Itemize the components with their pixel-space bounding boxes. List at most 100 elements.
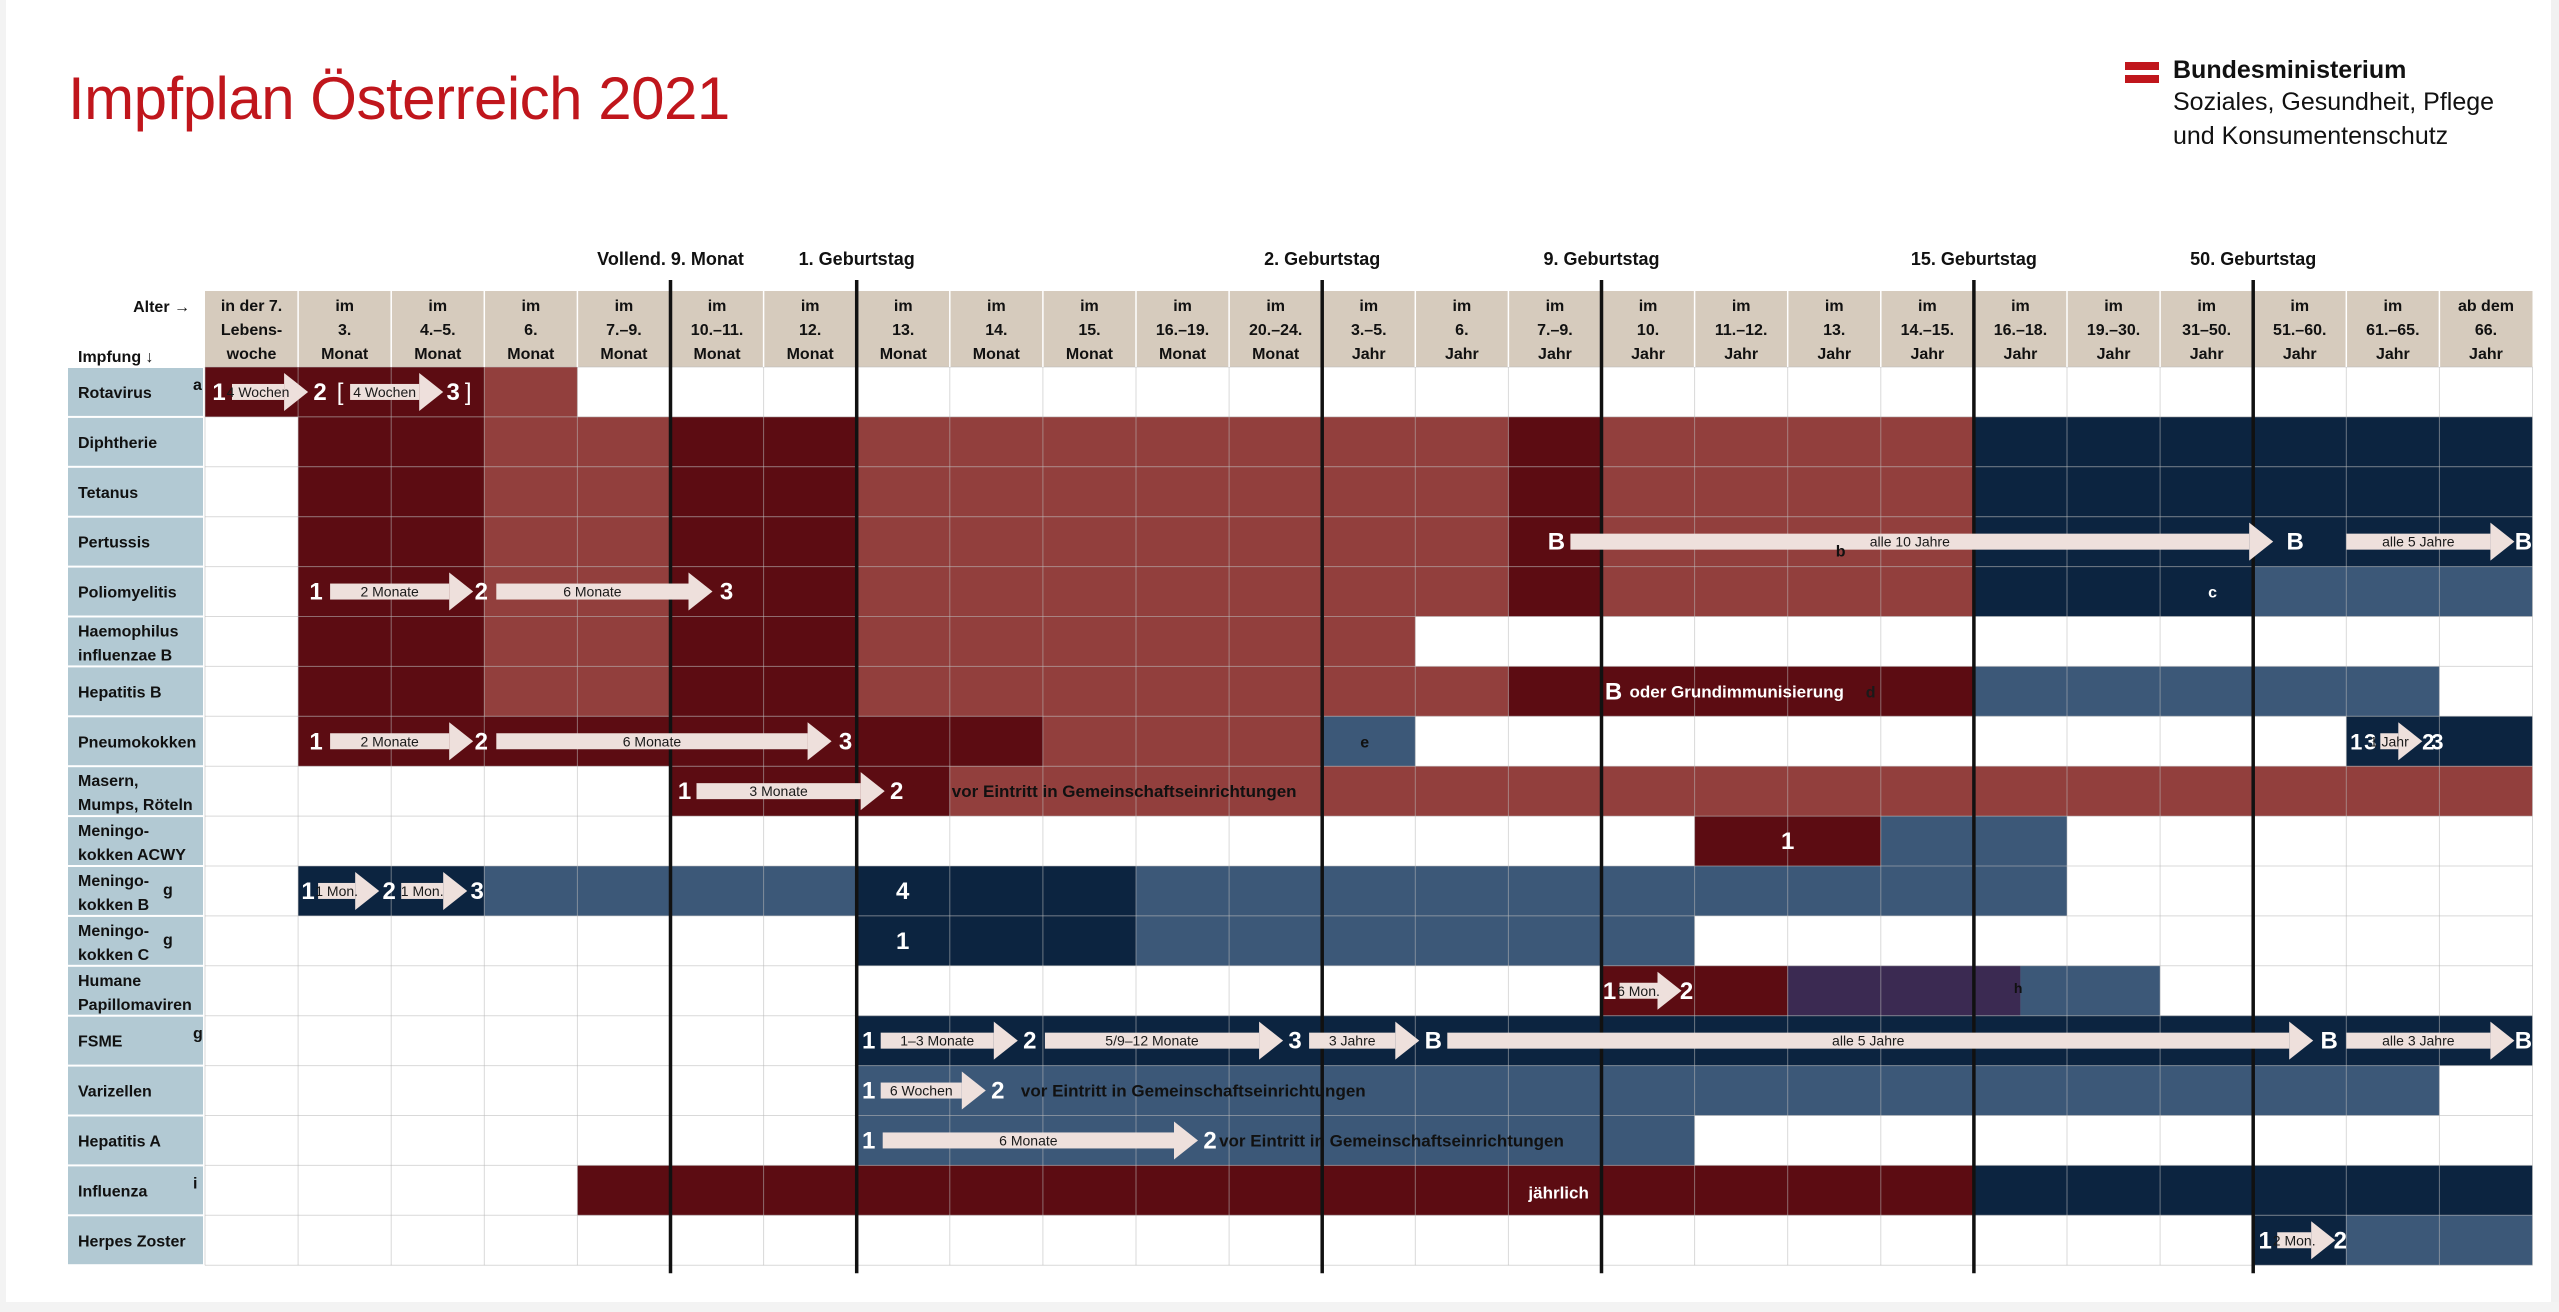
hepa-text: vor Eintritt in Gemeinschaftseinrichtung… [1219, 1131, 1564, 1150]
milestone-label: 2. Geburtstag [1264, 249, 1380, 269]
interval-arrow [232, 383, 285, 400]
dose-number: B [1605, 678, 1622, 705]
milestone-label: 50. Geburtstag [2190, 249, 2316, 269]
vaccine-name: Influenza [78, 1183, 147, 1200]
ministry-name-line3: und Konsumentenschutz [2173, 122, 2449, 150]
age-column-header: 10. [1637, 322, 1659, 339]
footnote-marker: d [1866, 684, 1876, 701]
vaccine-label-cell [68, 1166, 203, 1215]
vaccine-label-cell [68, 1016, 203, 1065]
age-column-header: im [615, 298, 634, 315]
dose-number: 1 [862, 1028, 875, 1055]
age-column-header: 3.–5. [1351, 322, 1387, 339]
vaccine-name: Papillomaviren [78, 997, 192, 1014]
schedule-band [856, 416, 1509, 467]
dose-number: 2 [1680, 978, 1693, 1005]
dose-number: 3 [471, 878, 484, 905]
interval-label: 2 Mon. [2273, 1232, 2316, 1248]
interval-label: 2 Monate [360, 733, 419, 749]
interval-arrow [1309, 1032, 1396, 1049]
page-right-rule [2551, 0, 2559, 1312]
age-column-header: im [1639, 298, 1658, 315]
interval-label: 2 Monate [360, 584, 419, 600]
vaccine-label-cell [68, 617, 203, 666]
schedule-band [1973, 566, 2254, 617]
age-column-header: 10.–11. [691, 322, 744, 339]
footnote-marker: g [163, 882, 173, 899]
dose-number: 1 [678, 778, 691, 805]
schedule-band [2020, 965, 2161, 1016]
vaccine-name: Humane [78, 973, 141, 990]
interval-arrow [318, 882, 356, 899]
vaccine-name: Pneumokokken [78, 734, 196, 751]
interval-arrow-head [419, 372, 444, 411]
schedule-band [2253, 566, 2533, 617]
age-column-header: 13. [1823, 322, 1845, 339]
age-column-header: Jahr [2376, 346, 2410, 363]
vaccine-name: FSME [78, 1034, 123, 1051]
age-column-header: 11.–12. [1715, 322, 1768, 339]
interval-arrow [330, 583, 450, 600]
vaccine-label-cell [68, 916, 203, 965]
age-column-header: Jahr [2283, 346, 2317, 363]
interval-label: 1–3 Monate [900, 1033, 974, 1049]
interval-arrow-head [284, 372, 309, 411]
age-column-header: im [1266, 298, 1285, 315]
interval-arrow [880, 1082, 962, 1099]
age-column-header: im [894, 298, 913, 315]
footnote-marker: c [2208, 585, 2217, 602]
vaccine-label-cell [68, 417, 203, 466]
vaccine-label-cell [68, 717, 203, 766]
age-column-header: 16.–19. [1156, 322, 1209, 339]
interval-arrow-head [961, 1071, 986, 1110]
interval-arrow [1619, 982, 1658, 999]
age-column-header: 51.–60. [2273, 322, 2326, 339]
age-column-header: Monat [321, 346, 369, 363]
interval-arrow-head [2398, 722, 2423, 761]
age-column-header: Jahr [1538, 346, 1572, 363]
interval-arrow-head [860, 772, 885, 811]
interval-label: alle 10 Jahre [1870, 534, 1950, 550]
interval-label: 1 Jahr [2370, 733, 2409, 749]
age-column-header: im [1918, 298, 1937, 315]
vaccine-name: Haemophilus [78, 623, 179, 640]
schedule-band [856, 516, 1509, 567]
age-column-header: Jahr [1910, 346, 1944, 363]
interval-label: 3 Jahre [1329, 1033, 1376, 1049]
vaccine-name: Pertussis [78, 535, 150, 552]
interval-arrow [496, 733, 808, 750]
interval-arrow-head [2289, 1021, 2314, 1060]
age-column-header: 15. [1078, 322, 1100, 339]
age-column-header: im [1173, 298, 1192, 315]
schedule-band [856, 566, 1509, 617]
age-column-header: 4.–5. [420, 322, 456, 339]
influenza-text: jährlich [1527, 1183, 1588, 1202]
interval-arrow [401, 882, 444, 899]
dose-number: 3 [1288, 1028, 1301, 1055]
interval-arrow [882, 1132, 1174, 1149]
footnote-marker: h [2014, 980, 2023, 996]
interval-arrow-head [2490, 522, 2515, 561]
schedule-band [1322, 716, 1416, 767]
dose-number: 1 [862, 1078, 875, 1105]
age-column-header: 14. [985, 322, 1007, 339]
age-column-header: im [2197, 298, 2216, 315]
milestone-label: 1. Geburtstag [799, 249, 915, 269]
schedule-band [1508, 566, 1602, 617]
interval-arrow-head [355, 871, 380, 910]
interval-arrow [696, 783, 861, 800]
dose-number: 2 [2334, 1227, 2347, 1254]
age-column-header: Jahr [1631, 346, 1665, 363]
interval-label: 4 Wochen [227, 384, 290, 400]
age-column-header: Jahr [1445, 346, 1479, 363]
age-column-header: in der 7. [221, 298, 282, 315]
age-column-header: im [708, 298, 727, 315]
footnote-marker: e [1360, 734, 1369, 751]
mmr-text: vor Eintritt in Gemeinschaftseinrichtung… [952, 782, 1297, 801]
age-column-header: 31–50. [2182, 322, 2231, 339]
age-axis-label: Alter → [133, 299, 190, 316]
age-column-header: ab dem [2458, 298, 2514, 315]
dose-number: 3 [839, 728, 852, 755]
vaccine-name: kokken C [78, 947, 150, 964]
interval-arrow-head [993, 1021, 1018, 1060]
